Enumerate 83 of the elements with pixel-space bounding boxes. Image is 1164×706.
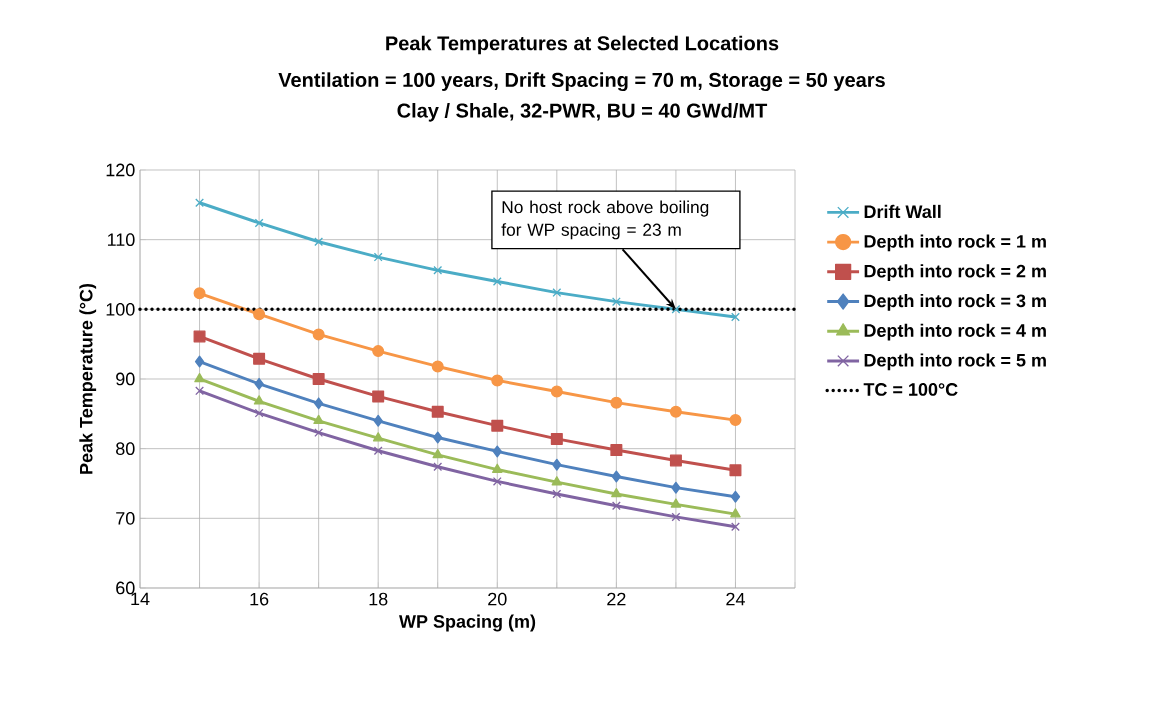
point — [254, 218, 264, 228]
point — [611, 470, 622, 483]
point — [611, 297, 621, 307]
point — [491, 419, 504, 432]
point — [552, 458, 562, 471]
legend-label: Depth into rock = 1 m — [864, 234, 1046, 252]
point — [372, 345, 385, 358]
point — [669, 454, 682, 467]
point — [492, 445, 502, 458]
point — [610, 444, 623, 457]
point — [611, 487, 622, 498]
point — [313, 414, 324, 425]
x-tick-label: 16 — [250, 592, 269, 606]
point — [671, 481, 681, 494]
point — [433, 431, 443, 444]
point — [253, 352, 266, 365]
point — [731, 522, 740, 532]
legend-label: Depth into rock = 3 m — [864, 293, 1046, 311]
legend-label: Depth into rock = 5 m — [864, 353, 1046, 371]
point — [610, 396, 623, 409]
point — [729, 464, 742, 477]
point — [254, 377, 264, 390]
chart-subtitle: Ventilation = 100 years, Drift Spacing = 70 m, Storage = 50 years Clay / Shale, 32-PWR, BU = 40 GWd/MT — [278, 72, 885, 122]
point — [492, 476, 502, 486]
legend-label: Drift Wall — [864, 204, 941, 219]
x-tick-label: 20 — [488, 592, 507, 606]
y-tick-label: 70 — [116, 511, 135, 525]
point — [730, 490, 741, 503]
point — [491, 463, 503, 473]
x-tick-label: 24 — [726, 592, 745, 606]
x-tick-label: 22 — [607, 592, 626, 606]
point — [550, 432, 563, 445]
annotation: No host rock above boiling for WP spacing = 23 m — [501, 200, 709, 240]
point — [433, 265, 443, 275]
y-tick-label: 100 — [106, 302, 135, 316]
point — [552, 288, 562, 298]
point — [671, 304, 681, 314]
point — [611, 501, 621, 511]
point — [372, 432, 384, 442]
point — [193, 287, 206, 300]
point — [731, 312, 740, 322]
point — [431, 360, 444, 373]
point — [194, 372, 205, 383]
point — [253, 308, 266, 321]
point — [433, 462, 443, 472]
point — [552, 489, 562, 499]
point — [314, 237, 324, 247]
point — [669, 405, 682, 418]
point — [432, 448, 444, 459]
point — [373, 252, 383, 262]
y-tick-label: 110 — [107, 233, 135, 247]
y-tick-label: 120 — [106, 163, 135, 177]
point — [491, 374, 504, 387]
point — [195, 198, 204, 208]
point — [550, 385, 563, 398]
point — [431, 405, 444, 418]
point — [372, 390, 385, 403]
point — [312, 372, 325, 385]
point — [195, 386, 204, 396]
point — [253, 395, 265, 405]
y-tick-label: 80 — [116, 442, 135, 456]
y-tick-label: 90 — [116, 372, 135, 386]
point — [312, 328, 325, 341]
point — [551, 476, 563, 486]
point — [670, 498, 682, 508]
y-axis-title: Peak Temperature (°C) — [79, 283, 97, 474]
x-tick-label: 18 — [369, 592, 388, 606]
point — [193, 330, 206, 343]
chart-title: Peak Temperatures at Selected Locations — [386, 35, 779, 55]
legend-label: TC = 100°C — [863, 383, 958, 396]
point — [194, 355, 205, 368]
point — [671, 512, 681, 522]
point — [729, 414, 742, 427]
point — [254, 408, 264, 418]
point — [373, 446, 383, 456]
point — [313, 397, 324, 410]
point — [314, 428, 324, 438]
point — [373, 414, 383, 427]
legend-label: Depth into rock = 2 m — [864, 264, 1046, 282]
point — [730, 508, 741, 518]
point — [492, 277, 502, 286]
x-axis-title: WP Spacing (m) — [399, 614, 536, 632]
legend-label: Depth into rock = 4 m — [864, 323, 1046, 341]
